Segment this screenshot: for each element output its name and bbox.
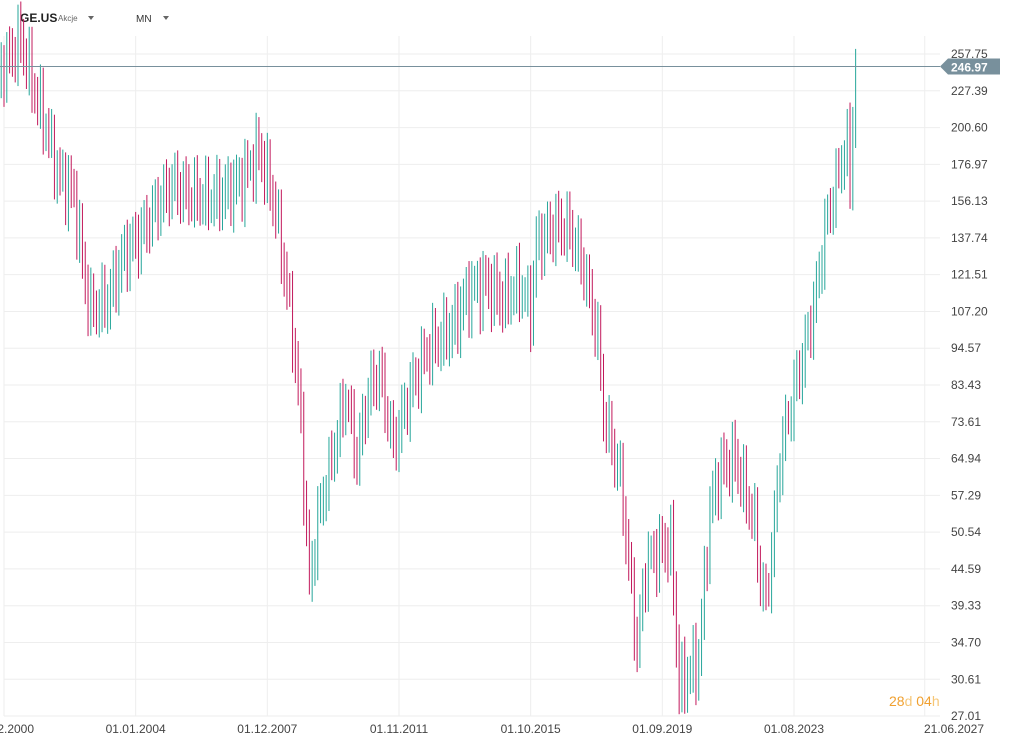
- instrument-toolbar: GE.US Akcje MN: [0, 0, 1011, 34]
- countdown-days-unit: d: [904, 693, 913, 709]
- y-tick-label: 73.61: [951, 415, 981, 429]
- countdown-hours: 04: [916, 693, 932, 709]
- y-tick-label: 50.54: [951, 525, 981, 539]
- ohlc-bars: [0, 1, 857, 715]
- countdown-hours-unit: h: [931, 693, 940, 709]
- y-tick-label: 137.74: [951, 231, 988, 245]
- x-tick-label: 01.01.2004: [106, 722, 166, 736]
- x-tick-label: 01.08.2023: [764, 722, 824, 736]
- x-tick-label: 01.12.2007: [237, 722, 297, 736]
- y-tick-label: 34.70: [951, 635, 981, 649]
- last-price-tag: [940, 58, 1000, 75]
- y-tick-label: 257.75: [951, 47, 988, 61]
- x-tick-label: 21.06.2027: [924, 722, 984, 736]
- y-tick-label: 64.94: [951, 452, 981, 466]
- x-tick-label: 01.09.2019: [632, 722, 692, 736]
- y-tick-label: 57.29: [951, 488, 981, 502]
- last-price-label: 246.97: [951, 61, 988, 75]
- asset-type-label: Akcje: [58, 14, 78, 23]
- x-tick-label: 01.02.2000: [0, 722, 34, 736]
- y-tick-label: 27.01: [951, 709, 981, 723]
- y-tick-label: 121.51: [951, 268, 988, 282]
- y-tick-label: 107.20: [951, 304, 988, 318]
- symbol-dropdown-chevron-down-icon[interactable]: [88, 16, 94, 20]
- last-price-marker: 246.97: [0, 58, 1000, 75]
- axes: 257.75 227.39 200.60 176.97 156.13 137.74 121.…: [0, 47, 988, 736]
- x-tick-label: 01.11.2011: [370, 722, 429, 736]
- interval-dropdown-chevron-down-icon[interactable]: [163, 16, 169, 20]
- grid: [3, 36, 940, 717]
- x-tick-label: 01.10.2015: [501, 722, 561, 736]
- y-tick-label: 156.13: [951, 194, 988, 208]
- interval-selector[interactable]: MN: [136, 14, 152, 25]
- y-tick-label: 44.59: [951, 562, 981, 576]
- y-tick-label: 39.33: [951, 599, 981, 613]
- candle-countdown: 28d 04h: [889, 693, 940, 709]
- instrument-symbol[interactable]: GE.US: [20, 11, 58, 25]
- y-tick-label: 94.57: [951, 341, 981, 355]
- countdown-days: 28: [889, 693, 905, 709]
- y-tick-label: 227.39: [951, 84, 988, 98]
- y-tick-label: 30.61: [951, 672, 981, 686]
- y-tick-label: 83.43: [951, 378, 981, 392]
- y-tick-label: 176.97: [951, 157, 988, 171]
- y-tick-label: 200.60: [951, 121, 988, 135]
